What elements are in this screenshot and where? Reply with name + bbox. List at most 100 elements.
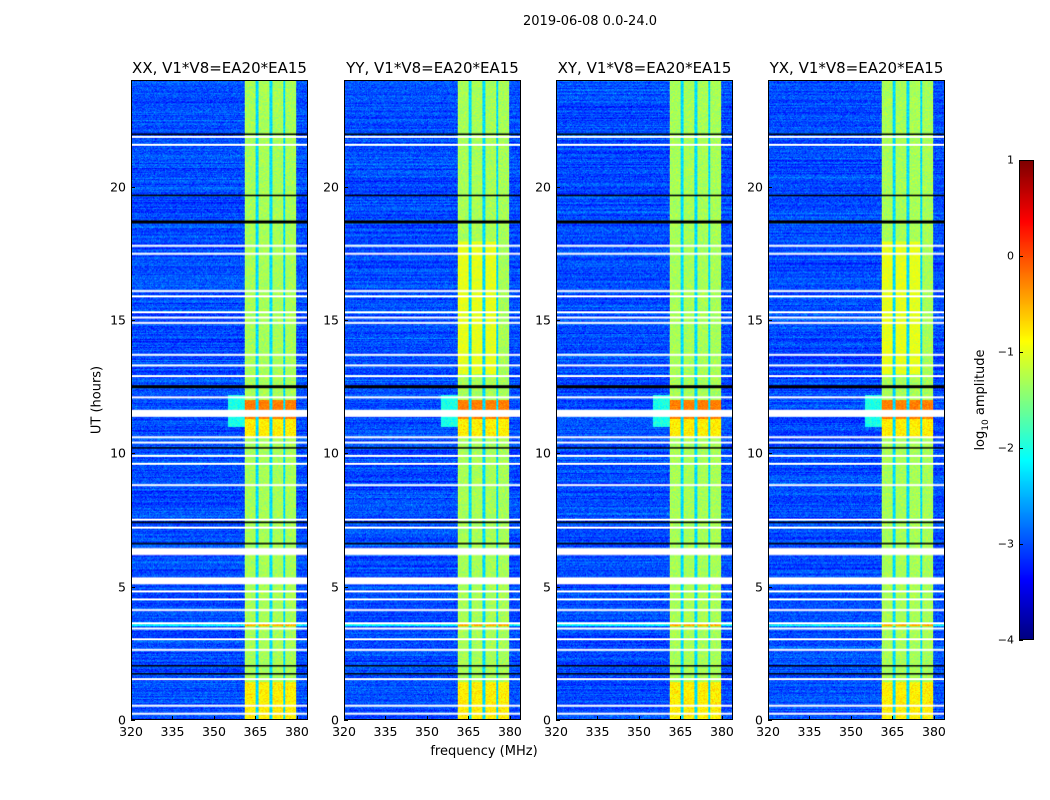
x-tick-mark	[213, 716, 215, 720]
x-tick-mark	[296, 716, 298, 720]
y-tick-mark	[556, 320, 560, 321]
x-tick-mark	[721, 716, 723, 720]
x-tick-label: 335	[160, 724, 185, 739]
y-tick-label: 0	[755, 712, 763, 728]
heatmap-panel	[131, 80, 308, 720]
panel-title: XY, V1*V8=EA20*EA15	[557, 59, 732, 77]
y-axis-label: UT (hours)	[89, 365, 105, 435]
y-tick-mark	[556, 720, 560, 721]
heatmap-image	[557, 81, 732, 719]
x-tick-mark	[509, 716, 511, 720]
x-tick-mark	[850, 716, 852, 720]
panel-title: XX, V1*V8=EA20*EA15	[132, 59, 307, 77]
colorbar-tick-label: −1	[997, 345, 1014, 359]
colorbar-tick-mark	[1019, 160, 1023, 161]
x-tick-mark	[680, 716, 682, 720]
x-tick-label: 350	[415, 724, 439, 739]
y-tick-mark	[344, 320, 348, 321]
colorbar-tick-mark	[1019, 256, 1023, 257]
y-tick-mark	[344, 186, 348, 188]
y-tick-label: 15	[535, 312, 551, 328]
x-axis-label: frequency (MHz)	[430, 744, 538, 759]
y-tick-label: 10	[323, 445, 339, 461]
x-tick-label: 380	[285, 724, 309, 739]
y-tick-mark	[768, 720, 772, 721]
y-tick-mark	[768, 453, 772, 455]
y-tick-label: 5	[118, 579, 126, 595]
x-tick-label: 365	[456, 724, 481, 739]
x-tick-mark	[468, 716, 470, 720]
y-tick-label: 20	[110, 179, 126, 195]
x-tick-mark	[768, 716, 769, 720]
y-tick-mark	[131, 586, 135, 588]
x-tick-mark	[131, 716, 132, 720]
panel-title: YY, V1*V8=EA20*EA15	[346, 59, 519, 77]
colorbar-label: log10 amplitude	[973, 349, 991, 450]
y-tick-label: 0	[543, 712, 551, 728]
y-tick-mark	[131, 720, 135, 721]
colorbar-tick-label: −2	[997, 441, 1014, 455]
colorbar-label-sub: 10	[980, 419, 991, 431]
y-tick-label: 0	[118, 712, 126, 728]
x-tick-mark	[556, 716, 557, 720]
heatmap-panel	[556, 80, 733, 720]
x-tick-mark	[638, 716, 640, 720]
x-tick-label: 380	[710, 724, 734, 739]
y-tick-label: 20	[535, 179, 551, 195]
y-tick-label: 20	[747, 179, 763, 195]
x-tick-label: 320	[119, 724, 143, 739]
y-tick-mark	[131, 453, 135, 455]
y-tick-mark	[131, 186, 135, 188]
x-tick-label: 380	[498, 724, 522, 739]
y-tick-label: 0	[331, 712, 339, 728]
x-tick-mark	[344, 716, 345, 720]
heatmap-image	[345, 81, 520, 719]
x-tick-label: 365	[880, 724, 905, 739]
colorbar-tick-mark	[1019, 352, 1023, 353]
y-tick-label: 15	[110, 312, 126, 328]
x-tick-mark	[933, 716, 935, 720]
heatmap-image	[769, 81, 944, 719]
x-tick-label: 320	[544, 724, 568, 739]
x-tick-mark	[385, 716, 387, 720]
x-tick-label: 365	[668, 724, 693, 739]
x-tick-mark	[255, 716, 257, 720]
y-tick-mark	[768, 320, 772, 321]
colorbar-tick-label: 0	[1007, 249, 1014, 263]
y-tick-mark	[556, 453, 560, 455]
colorbar-tick-mark	[1019, 448, 1023, 449]
y-tick-label: 10	[110, 445, 126, 461]
colorbar-tick-label: −3	[997, 537, 1014, 551]
x-tick-label: 335	[797, 724, 822, 739]
y-tick-label: 20	[323, 179, 339, 195]
x-tick-label: 320	[332, 724, 356, 739]
y-tick-label: 10	[535, 445, 551, 461]
y-tick-mark	[556, 586, 560, 588]
colorbar-tick-label: −4	[997, 633, 1014, 647]
heatmap-panel	[344, 80, 521, 720]
colorbar-gradient	[1020, 161, 1033, 639]
y-tick-mark	[131, 320, 135, 321]
x-tick-label: 320	[756, 724, 780, 739]
colorbar-label-suffix: amplitude	[973, 349, 989, 420]
heatmap-image	[132, 81, 307, 719]
x-tick-label: 350	[627, 724, 651, 739]
x-tick-label: 350	[839, 724, 863, 739]
y-tick-mark	[344, 586, 348, 588]
panel-title: YX, V1*V8=EA20*EA15	[769, 59, 944, 77]
y-tick-mark	[344, 453, 348, 455]
x-tick-label: 365	[243, 724, 268, 739]
y-tick-label: 15	[747, 312, 763, 328]
colorbar-tick-mark	[1019, 544, 1023, 545]
y-tick-mark	[344, 720, 348, 721]
y-tick-label: 5	[331, 579, 339, 595]
colorbar-label-prefix: log	[973, 430, 989, 451]
y-tick-label: 10	[747, 445, 763, 461]
x-tick-mark	[892, 716, 894, 720]
x-tick-mark	[809, 716, 811, 720]
x-tick-mark	[426, 716, 428, 720]
x-tick-mark	[597, 716, 599, 720]
colorbar-tick-mark	[1019, 640, 1023, 641]
figure-title: 2019-06-08 0.0-24.0	[523, 14, 657, 29]
